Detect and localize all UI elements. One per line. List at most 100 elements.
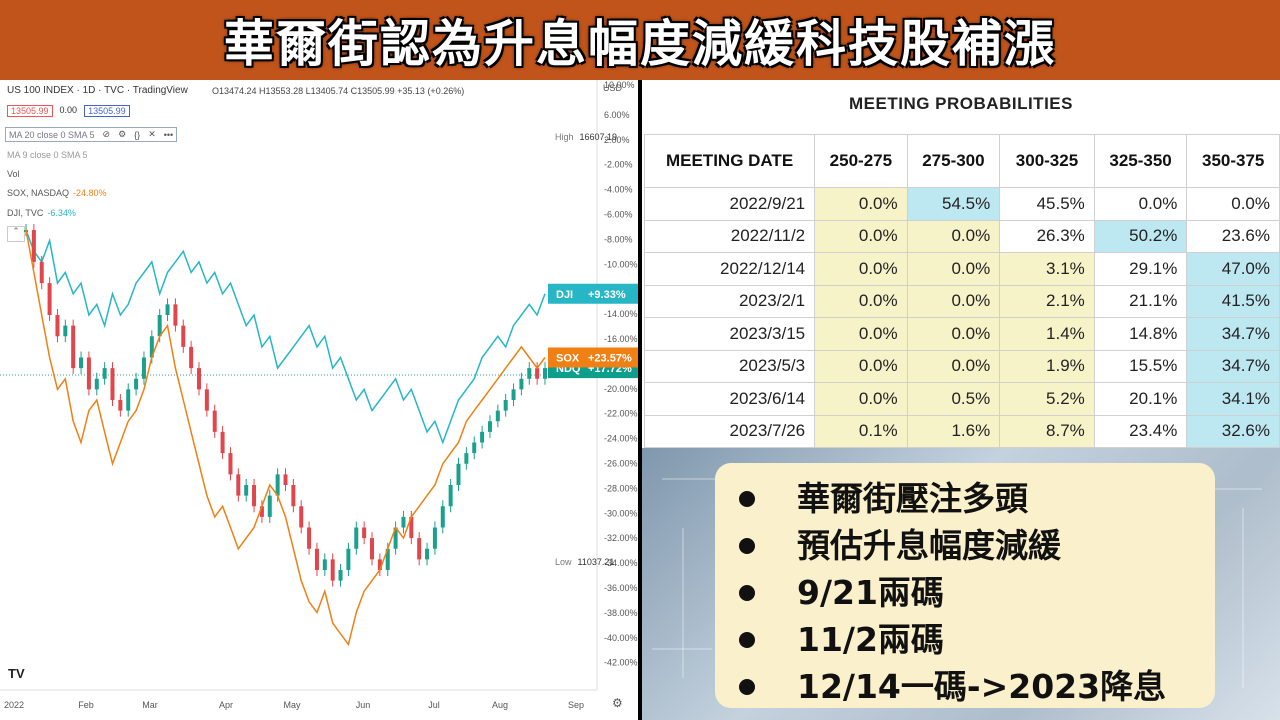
x-tick-label: Apr — [219, 700, 233, 710]
ndq-candle — [322, 559, 327, 570]
y-tick-label: -6.00% — [604, 210, 633, 220]
table-row: 2023/3/15 0.0% 0.0% 1.4% 14.8% 34.7% — [643, 317, 1280, 351]
low-value: 11037.21 — [577, 557, 615, 567]
ndq-candle — [448, 485, 453, 507]
probability-cell: 32.6% — [1186, 414, 1280, 448]
ndq-candle — [275, 474, 280, 496]
probability-cell: 0.0% — [1093, 187, 1188, 221]
probability-cell: 0.0% — [906, 349, 1001, 383]
ndq-candle — [456, 463, 461, 485]
probability-cell: 45.5% — [999, 187, 1095, 221]
bullet-list: 華爾街壓注多頭 預估升息幅度減緩 9/21兩碼 11/2兩碼 12/14一碼->2023… — [739, 475, 1166, 710]
currency-label: USD — [603, 83, 623, 93]
ma-indicator-label[interactable]: MA 20 close 0 SMA 5 — [9, 129, 95, 140]
probability-cell: 3.1% — [999, 252, 1095, 286]
y-tick-label: -28.00% — [604, 483, 638, 493]
table-row: 2022/9/21 0.0% 54.5% 45.5% 0.0% 0.0% — [643, 187, 1280, 221]
probability-cell: 5.2% — [999, 382, 1095, 416]
ndq-candle — [71, 325, 76, 369]
ndq-candle — [409, 516, 414, 539]
ndq-candle — [503, 400, 508, 411]
bullet-item: 9/21兩碼 — [739, 569, 1166, 616]
probability-cell: 23.4% — [1093, 414, 1188, 448]
volume-label: Vol — [7, 169, 20, 179]
y-tick-label: -20.00% — [604, 384, 638, 394]
close-icon[interactable]: ✕ — [148, 129, 156, 139]
y-tick-label: -34.00% — [604, 558, 638, 568]
bullet-dot-icon — [739, 631, 755, 648]
probability-table-area: MEETING PROBABILITIES MEETING DATE 250-27… — [642, 80, 1280, 448]
ndq-candle — [432, 527, 437, 549]
bullet-dot-icon — [739, 490, 755, 507]
ndq-candle — [157, 315, 162, 337]
ndq-candle — [487, 421, 492, 432]
bullet-dot-icon — [739, 678, 755, 695]
collapse-legend-button[interactable]: ⌃ — [7, 226, 25, 242]
ndq-candle — [299, 506, 304, 528]
meeting-date-cell: 2023/2/1 — [643, 284, 816, 318]
x-tick-label: Feb — [78, 700, 94, 710]
ndq-candle — [55, 315, 60, 337]
ndq-candle — [440, 506, 445, 528]
probability-cell: 0.0% — [906, 252, 1001, 286]
meeting-date-cell: 2022/9/21 — [643, 187, 816, 221]
table-row: 2023/6/14 0.0% 0.5% 5.2% 20.1% 34.1% — [643, 382, 1280, 416]
y-tick-label: -24.00% — [604, 434, 638, 444]
ndq-candle — [417, 538, 422, 560]
high-label: High — [555, 132, 574, 142]
x-tick-label: 2022 — [4, 700, 24, 710]
ndq-candle — [393, 527, 398, 549]
probability-cell: 0.0% — [814, 252, 908, 286]
ndq-candle — [354, 527, 359, 549]
y-tick-label: -30.00% — [604, 508, 638, 518]
tradingview-logo[interactable]: TV — [8, 666, 25, 681]
settings-icon[interactable]: ⚙ — [118, 129, 127, 139]
y-tick-label: -14.00% — [604, 309, 638, 319]
probability-cell: 1.9% — [999, 349, 1095, 383]
header-meeting-date: MEETING DATE — [643, 134, 816, 188]
title-banner: 華爾街認為升息幅度減緩科技股補漲 — [0, 0, 1280, 80]
ndq-candle — [425, 548, 430, 560]
ndq-candle — [495, 410, 500, 422]
right-panel: MEETING PROBABILITIES MEETING DATE 250-27… — [642, 80, 1280, 720]
sell-price-box[interactable]: 13505.99 — [7, 105, 53, 117]
meeting-date-cell: 2023/7/26 — [643, 414, 816, 448]
y-tick-label: -8.00% — [604, 234, 633, 244]
probability-cell: 0.0% — [814, 382, 908, 416]
probability-cell: 1.6% — [906, 414, 1001, 448]
dji-legend-label: DJI, TVC — [7, 208, 44, 218]
buy-price-box[interactable]: 13505.99 — [84, 105, 130, 117]
meeting-date-cell: 2023/3/15 — [643, 317, 816, 351]
probability-cell: 0.0% — [906, 317, 1001, 351]
meeting-date-cell: 2023/6/14 — [643, 382, 816, 416]
probability-cell: 0.0% — [814, 284, 908, 318]
settings-gear-icon[interactable]: ⚙ — [612, 696, 623, 710]
ndq-candle — [401, 516, 406, 528]
ndq-candle — [267, 495, 272, 517]
table-title: MEETING PROBABILITIES — [849, 94, 1073, 113]
ndq-candle — [480, 431, 485, 443]
ndq-candle — [220, 431, 225, 454]
y-tick-label: -40.00% — [604, 633, 638, 643]
ma-indicator-label-2[interactable]: MA 9 close 0 SMA 5 — [7, 150, 88, 160]
y-tick-label: -16.00% — [604, 334, 638, 344]
ndq-candle — [377, 559, 382, 570]
ndq-candle — [197, 368, 201, 390]
low-label: Low — [555, 557, 572, 567]
meeting-date-cell: 2022/12/14 — [643, 252, 816, 286]
ndq-candle — [385, 548, 390, 570]
price-axis-bg — [597, 80, 638, 720]
sox-legend-change: -24.80% — [73, 188, 107, 198]
ndq-candle — [86, 357, 91, 390]
ndq-candle — [94, 378, 99, 390]
y-tick-label: -32.00% — [604, 533, 638, 543]
eye-off-icon[interactable]: ⊘ — [102, 129, 111, 139]
table-row: 2023/7/26 0.1% 1.6% 8.7% 23.4% 32.6% — [643, 414, 1280, 448]
source-code-icon[interactable]: {} — [134, 129, 141, 140]
series-tag-name: DJI — [556, 289, 573, 301]
y-tick-label: -36.00% — [604, 583, 638, 593]
probability-cell: 50.2% — [1093, 219, 1188, 253]
symbol-line: US 100 INDEX · 1D · TVC · TradingView — [7, 85, 188, 96]
bullet-text: 預估升息幅度減緩 — [797, 526, 1061, 565]
more-icon[interactable]: ••• — [163, 129, 174, 140]
